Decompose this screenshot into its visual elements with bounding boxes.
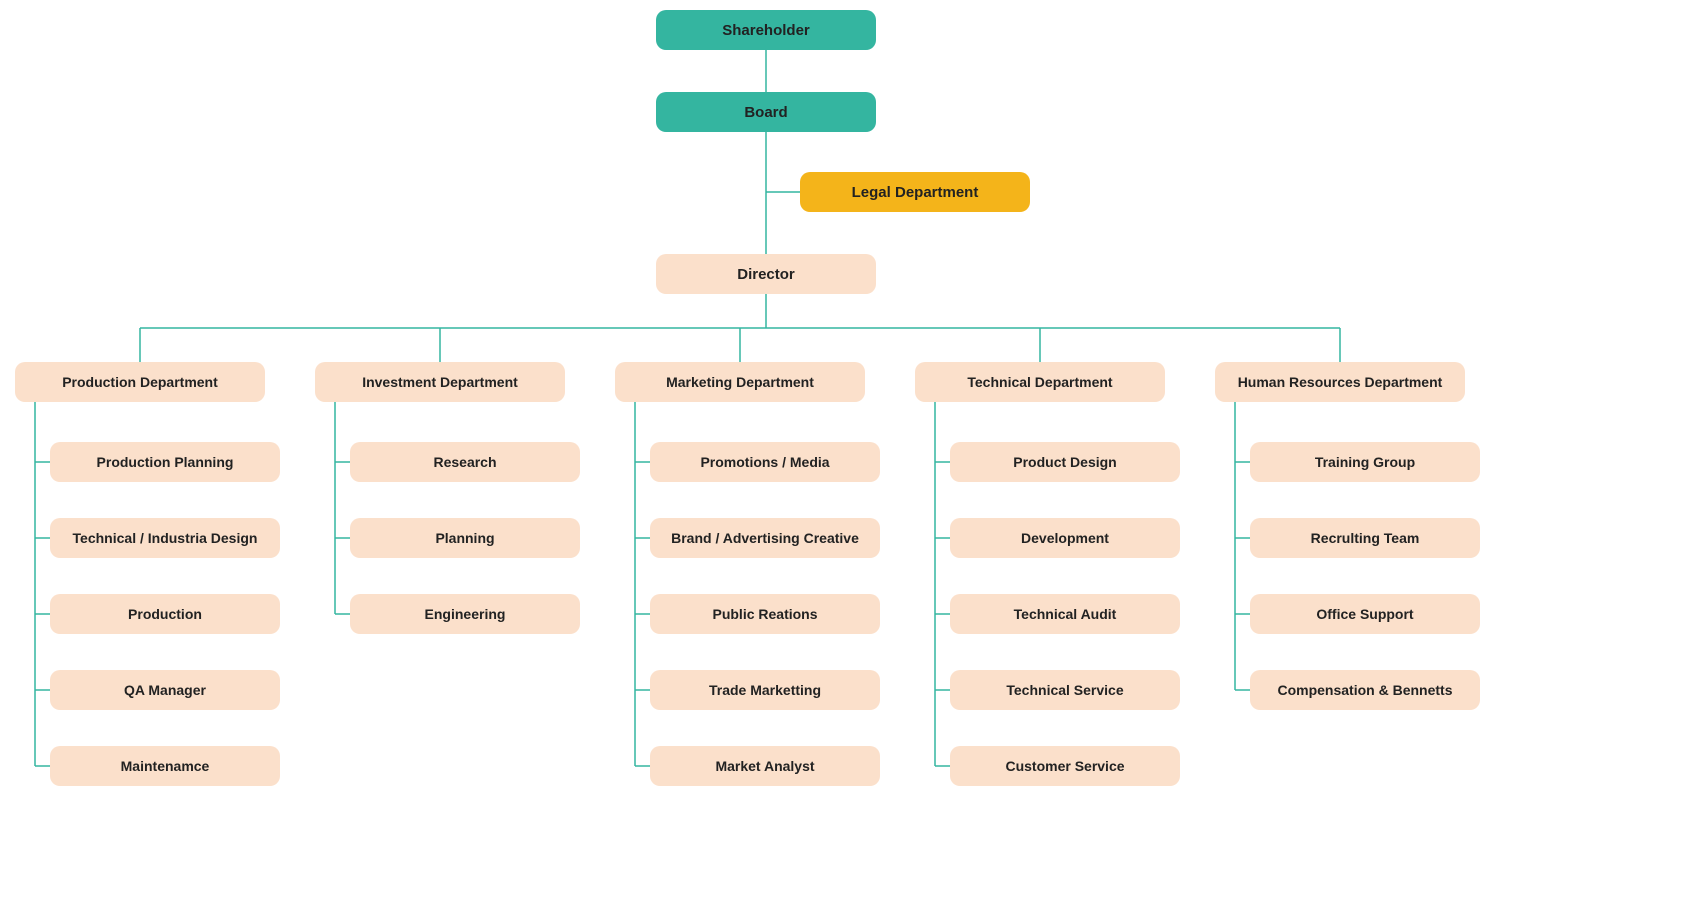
sub-node: Research xyxy=(350,442,580,482)
sub-node: Engineering xyxy=(350,594,580,634)
sub-node: Promotions / Media xyxy=(650,442,880,482)
legal-department-node: Legal Department xyxy=(800,172,1030,212)
sub-node: QA Manager xyxy=(50,670,280,710)
department-node: Production Department xyxy=(15,362,265,402)
sub-node: Product Design xyxy=(950,442,1180,482)
sub-node: Compensation & Bennetts xyxy=(1250,670,1480,710)
board-node: Board xyxy=(656,92,876,132)
department-node: Human Resources Department xyxy=(1215,362,1465,402)
sub-node: Technical / Industria Design xyxy=(50,518,280,558)
sub-node: Development xyxy=(950,518,1180,558)
sub-node: Office Support xyxy=(1250,594,1480,634)
department-node: Investment Department xyxy=(315,362,565,402)
shareholder-node: Shareholder xyxy=(656,10,876,50)
sub-node: Production Planning xyxy=(50,442,280,482)
sub-node: Planning xyxy=(350,518,580,558)
sub-node: Customer Service xyxy=(950,746,1180,786)
sub-node: Technical Audit xyxy=(950,594,1180,634)
sub-node: Technical Service xyxy=(950,670,1180,710)
sub-node: Maintenamce xyxy=(50,746,280,786)
department-node: Marketing Department xyxy=(615,362,865,402)
sub-node: Trade Marketting xyxy=(650,670,880,710)
director-node: Director xyxy=(656,254,876,294)
department-node: Technical Department xyxy=(915,362,1165,402)
sub-node: Market Analyst xyxy=(650,746,880,786)
sub-node: Brand / Advertising Creative xyxy=(650,518,880,558)
sub-node: Production xyxy=(50,594,280,634)
sub-node: Public Reations xyxy=(650,594,880,634)
sub-node: Training Group xyxy=(1250,442,1480,482)
sub-node: Recrulting Team xyxy=(1250,518,1480,558)
